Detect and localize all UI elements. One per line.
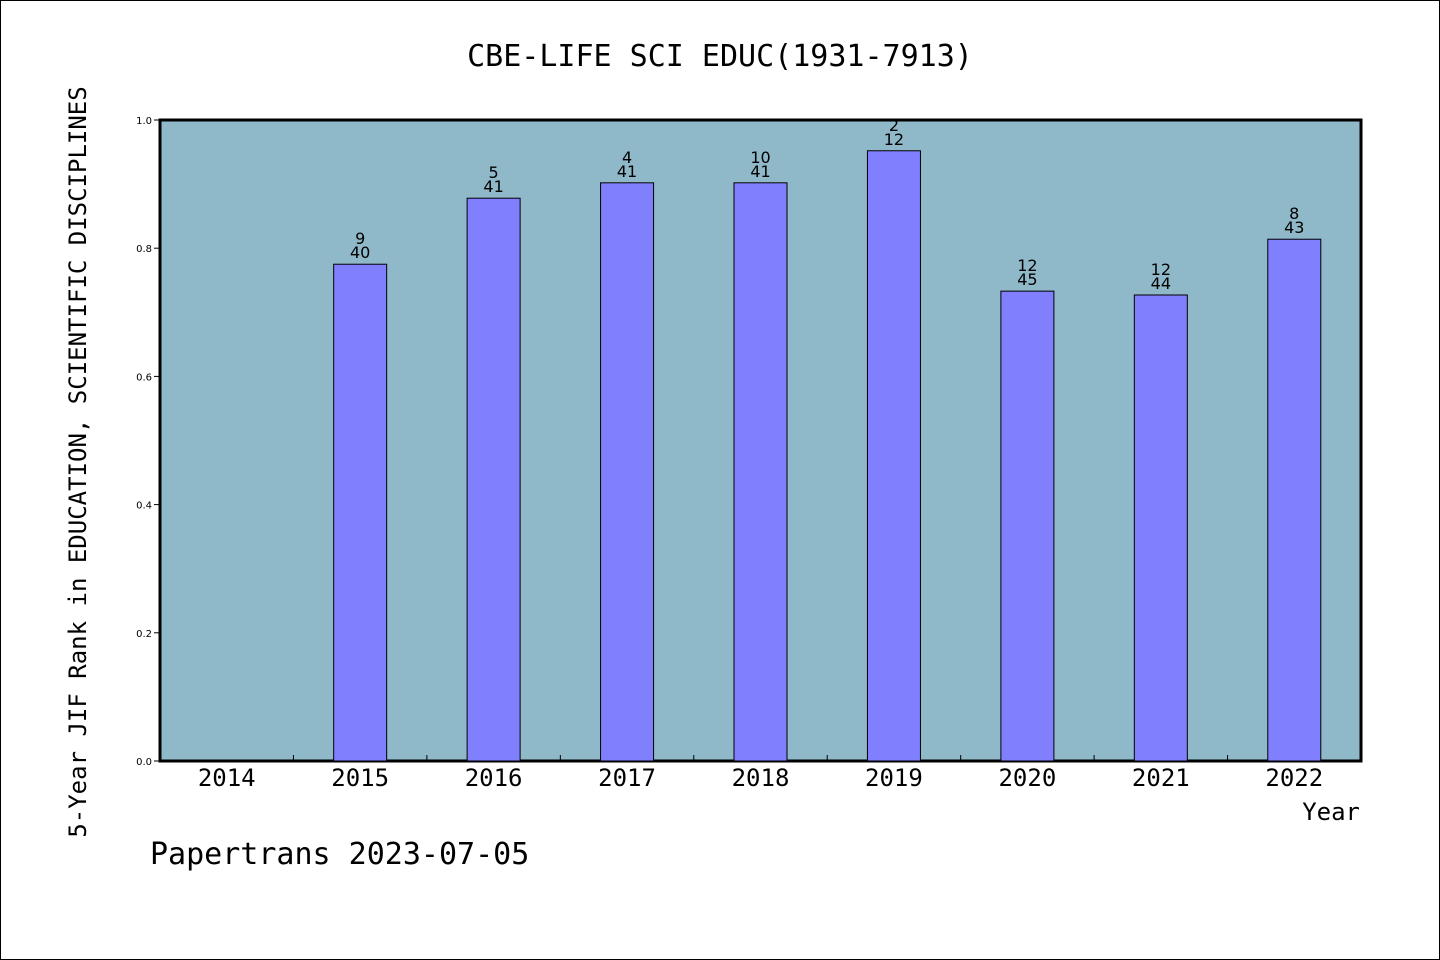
x-tick-label: 2016 bbox=[465, 764, 523, 792]
y-tick-label: 0.0 bbox=[136, 757, 152, 768]
bar-total-label: 40 bbox=[350, 243, 370, 262]
x-tick-label: 2014 bbox=[198, 764, 256, 792]
x-tick-label: 2018 bbox=[732, 764, 790, 792]
bar-rank-label: 5 bbox=[489, 163, 499, 182]
y-tick-label: 0.6 bbox=[136, 372, 152, 383]
y-axis-title: 5-Year JIF Rank in EDUCATION, SCIENTIFIC… bbox=[64, 86, 92, 837]
bar bbox=[866, 150, 921, 762]
bar-total-label: 44 bbox=[1151, 274, 1171, 293]
x-axis-title: Year bbox=[1302, 798, 1360, 826]
y-tick-label: 0.8 bbox=[136, 244, 152, 255]
bar bbox=[466, 197, 521, 762]
bar-rank-label: 12 bbox=[1151, 260, 1171, 279]
bar bbox=[600, 182, 655, 762]
bar bbox=[733, 182, 788, 762]
bar bbox=[1000, 290, 1055, 762]
y-tick-label: 1.0 bbox=[136, 116, 152, 127]
bar-rank-label: 4 bbox=[622, 148, 632, 167]
bar-rank-label: 12 bbox=[1017, 256, 1037, 275]
bar-total-label: 12 bbox=[884, 130, 904, 149]
y-axis: 0.0 0.2 0.4 0.6 0.8 1.0 bbox=[136, 116, 160, 768]
x-tick-label: 2020 bbox=[998, 764, 1056, 792]
bar-rank-label: 8 bbox=[1289, 204, 1299, 223]
bar-total-label: 41 bbox=[617, 162, 637, 181]
bar-total-label: 41 bbox=[483, 177, 503, 196]
bars bbox=[333, 150, 1322, 762]
bar-rank-label: 10 bbox=[750, 148, 770, 167]
bar bbox=[1267, 238, 1322, 762]
chart-title: CBE-LIFE SCI EDUC(1931-7913) bbox=[467, 39, 973, 74]
x-tick-label: 2021 bbox=[1132, 764, 1190, 792]
footer-source: Papertrans 2023-07-05 bbox=[150, 837, 529, 872]
bar bbox=[1133, 294, 1188, 762]
bar-rank-label: 9 bbox=[355, 229, 365, 248]
bar-rank-label: 2 bbox=[889, 116, 899, 135]
x-tick-label: 2022 bbox=[1265, 764, 1323, 792]
y-tick-label: 0.2 bbox=[136, 629, 152, 640]
x-tick-label: 2015 bbox=[331, 764, 389, 792]
bar-total-label: 45 bbox=[1017, 270, 1037, 289]
x-tick-label: 2017 bbox=[598, 764, 656, 792]
bar bbox=[333, 263, 388, 762]
bar-total-label: 43 bbox=[1284, 218, 1304, 237]
bar-total-label: 41 bbox=[750, 162, 770, 181]
y-tick-label: 0.4 bbox=[136, 501, 152, 512]
x-tick-label: 2019 bbox=[865, 764, 923, 792]
x-axis: 2014 2015 2016 2017 2018 2019 2020 2021 2022 bbox=[198, 755, 1323, 792]
